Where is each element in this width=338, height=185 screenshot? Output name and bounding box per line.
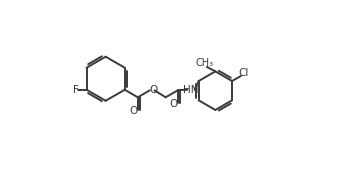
Text: O: O (170, 99, 178, 109)
Text: F: F (73, 85, 78, 95)
Text: CH₃: CH₃ (195, 58, 213, 68)
Text: O: O (149, 85, 157, 95)
Text: Cl: Cl (239, 68, 249, 78)
Text: O: O (129, 106, 137, 116)
Text: HN: HN (183, 85, 198, 95)
